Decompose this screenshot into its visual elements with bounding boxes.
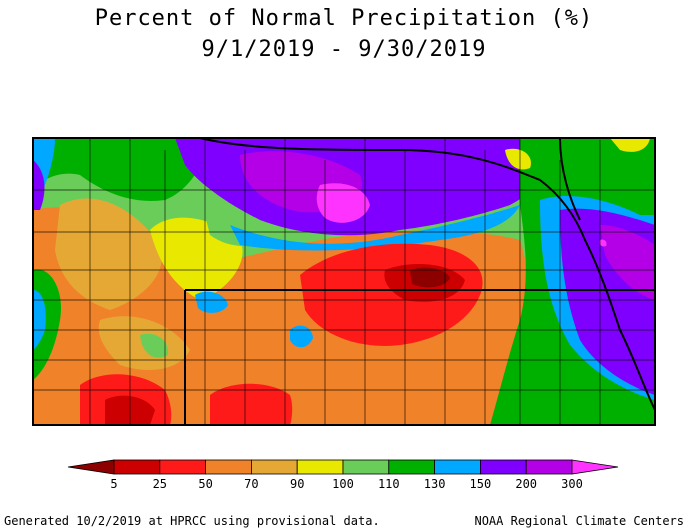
footer-credit: NOAA Regional Climate Centers (474, 514, 684, 528)
legend-swatch (250, 459, 298, 475)
legend-swatch (342, 459, 390, 475)
legend-label: 130 (424, 477, 446, 491)
footer-generated-note: Generated 10/2/2019 at HPRCC using provi… (4, 514, 380, 528)
legend-swatch (159, 459, 207, 475)
legend-label: 90 (290, 477, 304, 491)
legend-label: 50 (198, 477, 212, 491)
legend-label: 100 (332, 477, 354, 491)
legend-swatch (296, 459, 344, 475)
precipitation-contours (33, 138, 655, 425)
legend-swatch (113, 459, 161, 475)
legend-swatch (525, 459, 573, 475)
legend-label: 300 (561, 477, 583, 491)
legend-bar: 5 25 50 70 90 100 110 130 150 200 300 (67, 459, 619, 491)
legend-label: 5 (110, 477, 117, 491)
map-title: Percent of Normal Precipitation (%) (94, 6, 594, 31)
state-boundaries (32, 137, 656, 426)
precipitation-map (32, 137, 656, 426)
legend-swatch-right-arrow (571, 459, 619, 475)
legend-swatch (434, 459, 481, 475)
legend-swatch (479, 459, 527, 475)
legend-label: 150 (470, 477, 492, 491)
legend-swatch-left-arrow (67, 459, 115, 475)
county-boundaries (33, 138, 655, 425)
legend-swatch (205, 459, 252, 475)
legend-swatch (388, 459, 435, 475)
map-date-range: 9/1/2019 - 9/30/2019 (201, 37, 487, 62)
legend-label: 110 (378, 477, 400, 491)
legend-label: 70 (244, 477, 258, 491)
legend-label: 200 (515, 477, 537, 491)
legend-label: 25 (153, 477, 167, 491)
